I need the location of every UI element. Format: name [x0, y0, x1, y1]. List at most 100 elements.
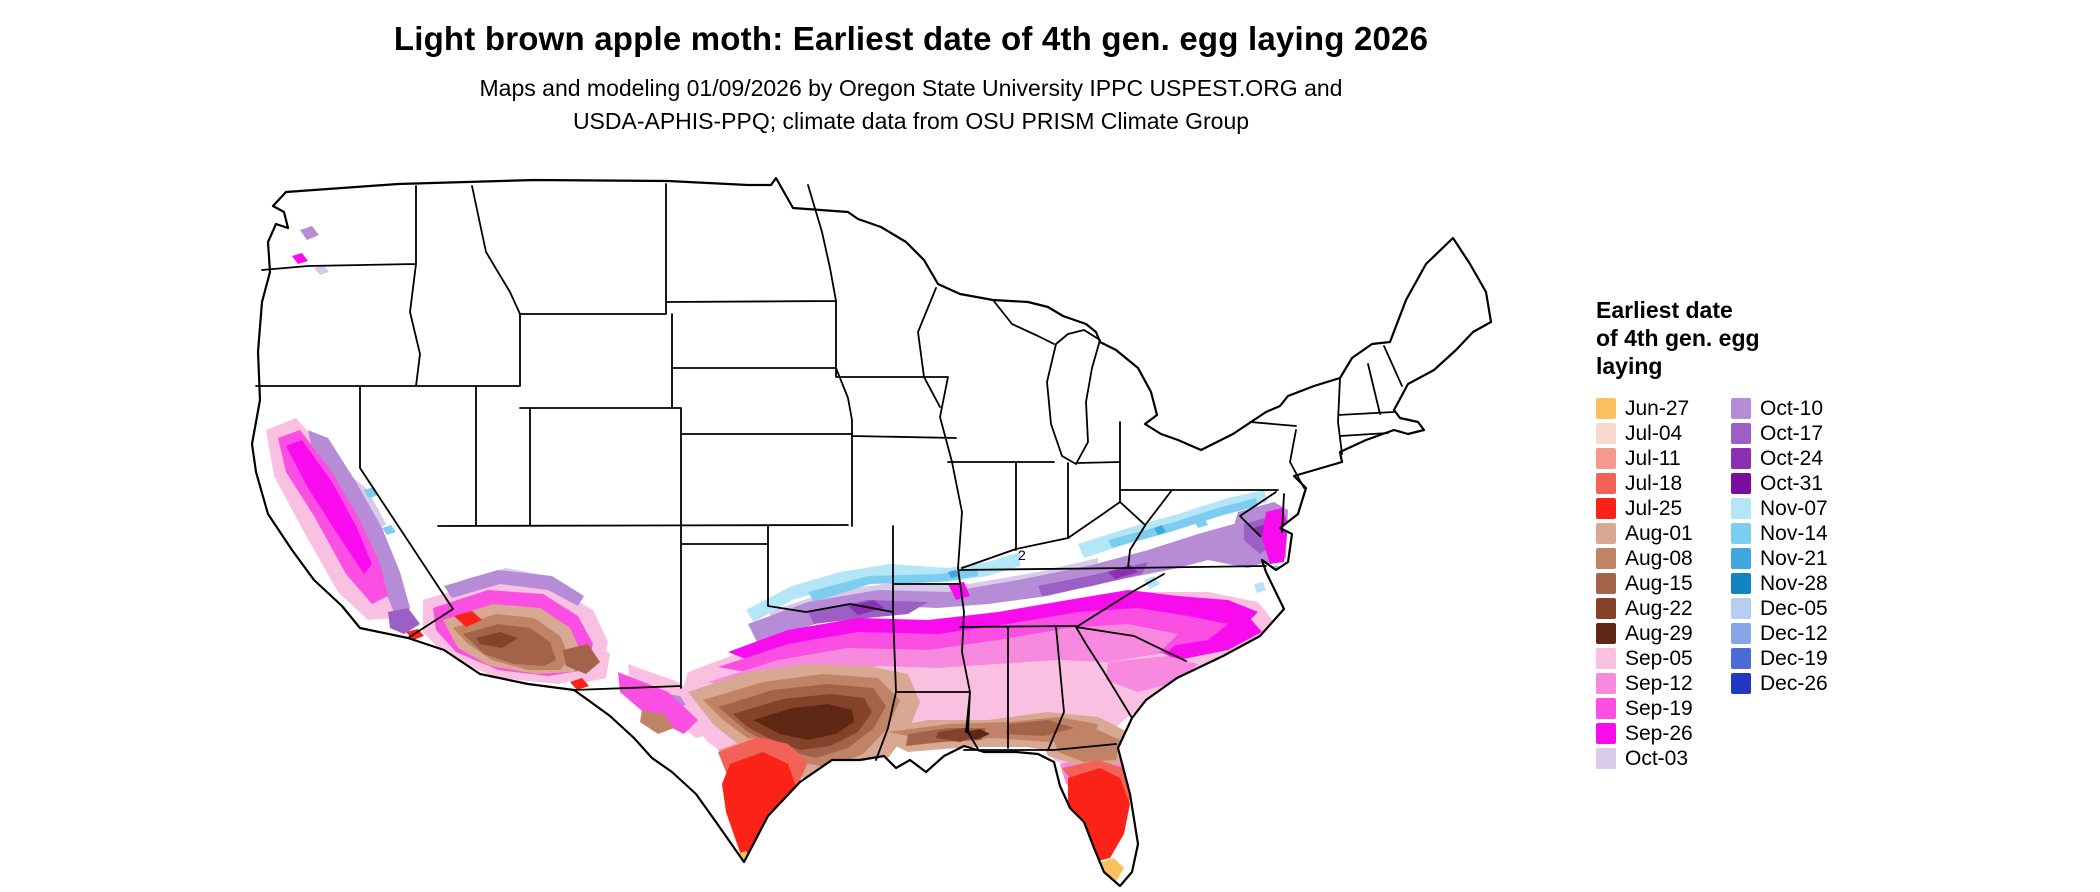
legend-swatch: [1596, 448, 1616, 469]
legend-swatch: [1731, 498, 1751, 519]
legend-item: Dec-26: [1731, 671, 1866, 696]
legend-item: Aug-01: [1596, 521, 1731, 546]
legend-swatch: [1596, 698, 1616, 719]
legend-swatch: [1731, 473, 1751, 494]
map-regions-sep-05: [266, 418, 1278, 778]
legend-title: Earliest date of 4th gen. egg laying: [1596, 296, 1866, 380]
legend-swatch: [1596, 473, 1616, 494]
legend-swatch: [1596, 548, 1616, 569]
legend-swatch: [1731, 398, 1751, 419]
legend-item: Aug-08: [1596, 546, 1731, 571]
legend-column-2: Oct-10 Oct-17 Oct-24 Oct-31 Nov-07 Nov-14 Nov-…: [1731, 396, 1866, 771]
legend-swatch: [1596, 648, 1616, 669]
legend-label: Oct-17: [1760, 422, 1824, 445]
legend-label: Jul-18: [1625, 472, 1683, 495]
lake-michigan: [1046, 329, 1101, 465]
map-regions-aug-29: [753, 704, 990, 740]
map-regions-jun-27: [736, 851, 1124, 882]
legend-label: Aug-22: [1625, 597, 1693, 620]
legend-label: Jul-25: [1625, 497, 1683, 520]
legend-label: Oct-03: [1625, 747, 1689, 770]
legend-label: Dec-05: [1760, 597, 1828, 620]
legend-item: Dec-12: [1731, 621, 1866, 646]
legend-swatch: [1731, 523, 1751, 544]
legend-swatch: [1731, 573, 1751, 594]
map-point-label: 2: [1018, 547, 1026, 563]
legend-label: Dec-12: [1760, 622, 1828, 645]
header: Light brown apple moth: Earliest date of…: [0, 20, 1822, 138]
legend-label: Dec-26: [1760, 672, 1828, 695]
legend-title-line-3: laying: [1596, 353, 1663, 379]
legend-item: Jul-25: [1596, 496, 1731, 521]
legend-label: Sep-19: [1625, 697, 1693, 720]
legend-label: Jun-27: [1625, 397, 1690, 420]
legend-label: Oct-24: [1760, 447, 1824, 470]
legend-item: Sep-12: [1596, 671, 1731, 696]
legend-item: Oct-03: [1596, 746, 1731, 771]
legend-label: Aug-08: [1625, 547, 1693, 570]
legend-item: Sep-05: [1596, 646, 1731, 671]
map-regions-aug-22: [476, 632, 982, 750]
legend-item: Dec-19: [1731, 646, 1866, 671]
legend-swatch: [1596, 498, 1616, 519]
legend-swatch: [1596, 748, 1616, 769]
legend-item: Oct-17: [1731, 421, 1866, 446]
legend-item: Jul-18: [1596, 471, 1731, 496]
legend-label: Oct-31: [1760, 472, 1824, 495]
us-map: 2: [248, 172, 1558, 890]
us-outline: [250, 176, 1493, 888]
legend-label: Sep-26: [1625, 722, 1693, 745]
page-subtitle: Maps and modeling 01/09/2026 by Oregon S…: [0, 72, 1822, 138]
legend-columns: Jun-27 Jul-04 Jul-11 Jul-18 Jul-25 Aug-01 Aug-…: [1596, 396, 1866, 771]
subtitle-line-2: USDA-APHIS-PPQ; climate data from OSU PR…: [572, 108, 1250, 134]
legend-item: Oct-31: [1731, 471, 1866, 496]
legend-label: Nov-07: [1760, 497, 1828, 520]
legend-swatch: [1596, 598, 1616, 619]
legend-label: Jul-04: [1625, 422, 1683, 445]
legend-label: Aug-29: [1625, 622, 1693, 645]
legend-swatch: [1731, 648, 1751, 669]
legend-swatch: [1596, 398, 1616, 419]
legend-title-line-2: of 4th gen. egg: [1596, 325, 1760, 351]
legend-swatch: [1596, 573, 1616, 594]
map-regions-oct-17: [388, 516, 1280, 634]
legend-item: Nov-28: [1731, 571, 1866, 596]
legend-item: Aug-29: [1596, 621, 1731, 646]
legend-label: Nov-28: [1760, 572, 1828, 595]
legend-label: Aug-01: [1625, 522, 1693, 545]
legend-item: Aug-15: [1596, 571, 1731, 596]
legend-item: Sep-26: [1596, 721, 1731, 746]
legend-swatch: [1731, 623, 1751, 644]
legend-item: Jun-27: [1596, 396, 1731, 421]
legend-label: Nov-14: [1760, 522, 1828, 545]
legend-item: Oct-24: [1731, 446, 1866, 471]
map-regions-jul-18: [718, 737, 1132, 822]
legend-label: Sep-05: [1625, 647, 1693, 670]
map-regions-sep-26-core: [286, 440, 372, 574]
subtitle-line-1: Maps and modeling 01/09/2026 by Oregon S…: [479, 75, 1343, 101]
state-borders: [255, 183, 1403, 761]
legend-item: Nov-07: [1731, 496, 1866, 521]
legend-label: Dec-19: [1760, 647, 1828, 670]
legend-item: Oct-10: [1731, 396, 1866, 421]
legend-column-1: Jun-27 Jul-04 Jul-11 Jul-18 Jul-25 Aug-01 Aug-…: [1596, 396, 1731, 771]
legend-swatch: [1731, 598, 1751, 619]
legend-swatch: [1731, 423, 1751, 444]
legend-item: Jul-04: [1596, 421, 1731, 446]
page-title: Light brown apple moth: Earliest date of…: [393, 20, 1429, 57]
legend-label: Jul-11: [1625, 447, 1681, 470]
us-landmass: [252, 178, 1491, 886]
legend-item: Nov-21: [1731, 546, 1866, 571]
legend-item: Aug-22: [1596, 596, 1731, 621]
legend-swatch: [1596, 423, 1616, 444]
legend-swatch: [1731, 448, 1751, 469]
map-regions-jul-25: [406, 611, 1130, 862]
legend-item: Jul-11: [1596, 446, 1731, 471]
legend-swatch: [1731, 673, 1751, 694]
legend: Earliest date of 4th gen. egg laying Jun…: [1596, 296, 1866, 771]
legend-label: Aug-15: [1625, 572, 1693, 595]
legend-swatch: [1596, 523, 1616, 544]
legend-item: Dec-05: [1731, 596, 1866, 621]
legend-swatch: [1596, 623, 1616, 644]
